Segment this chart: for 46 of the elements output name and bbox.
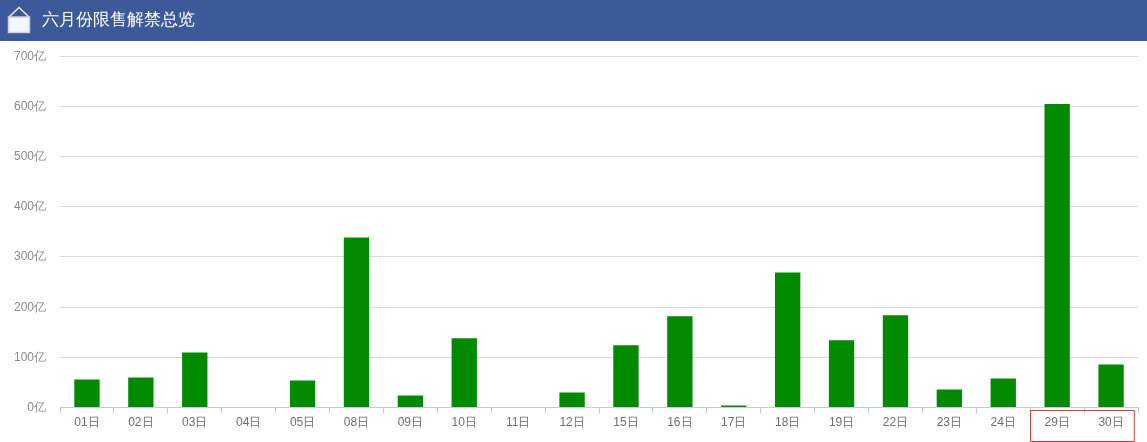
- x-tick-label: 03日: [182, 415, 208, 430]
- y-tick-label: 400亿: [13, 199, 47, 214]
- x-tick-label: 15日: [613, 415, 639, 430]
- bar: [559, 392, 585, 408]
- x-tick-label: 11日: [505, 415, 531, 430]
- bar: [74, 379, 100, 408]
- bar: [1044, 103, 1070, 408]
- bar: [990, 378, 1016, 408]
- x-tick-label: 29日: [1044, 415, 1070, 430]
- x-tick-label: 01日: [74, 415, 100, 430]
- bar: [936, 389, 963, 408]
- x-tick-label: 24日: [990, 415, 1016, 430]
- y-tick-label: 100亿: [13, 349, 47, 364]
- x-tick-label: 18日: [774, 415, 801, 430]
- x-tick-label: 17日: [721, 415, 747, 430]
- bar: [667, 316, 693, 408]
- bar: [774, 272, 801, 408]
- x-tick-label: 09日: [397, 415, 424, 430]
- bar: [397, 395, 424, 408]
- bar: [1098, 364, 1124, 408]
- x-tick-label: 19日: [828, 415, 855, 430]
- x-tick-label: 12日: [559, 415, 585, 430]
- y-tick-label: 500亿: [13, 148, 47, 163]
- x-tick-label: 16日: [667, 415, 693, 430]
- bar: [289, 380, 316, 408]
- y-tick-label: 300亿: [13, 249, 47, 264]
- bar: [182, 352, 208, 408]
- bar: [451, 338, 477, 408]
- bar: [882, 315, 909, 408]
- x-tick-label: 08日: [343, 415, 370, 430]
- x-tick-label: 02日: [128, 415, 154, 430]
- bar: [613, 345, 639, 408]
- bar: [828, 340, 855, 408]
- y-tick-label: 0亿: [27, 399, 47, 414]
- y-tick-label: 200亿: [13, 299, 47, 314]
- y-tick-label: 600亿: [13, 98, 47, 113]
- chart-title: 六月份限售解禁总览: [42, 9, 195, 31]
- x-tick-label: 22日: [882, 415, 909, 430]
- bar: [343, 237, 370, 408]
- y-tick-label: 700亿: [13, 48, 47, 63]
- x-tick-label: 04日: [235, 415, 262, 430]
- x-tick-label: 30日: [1098, 415, 1124, 430]
- x-tick-label: 10日: [451, 415, 477, 430]
- x-tick-label: 23日: [936, 415, 963, 430]
- bar: [128, 377, 154, 408]
- x-tick-label: 05日: [289, 415, 316, 430]
